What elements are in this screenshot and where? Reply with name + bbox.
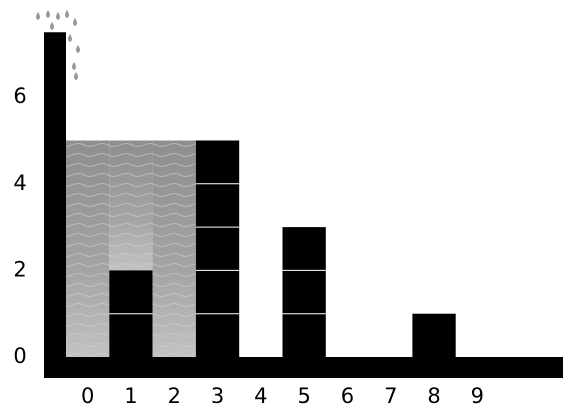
water-texture — [109, 141, 152, 271]
x-tick-label: 3 — [211, 384, 224, 408]
y-tick-label: 0 — [13, 344, 26, 368]
x-tick-label: 5 — [297, 384, 310, 408]
x-tick-label: 0 — [81, 384, 94, 408]
y-tick-label: 2 — [13, 257, 26, 281]
bar — [283, 227, 326, 357]
bar — [196, 141, 239, 358]
x-tick-label: 6 — [341, 384, 354, 408]
x-tick-label: 9 — [471, 384, 484, 408]
bar — [412, 314, 455, 357]
left-wall — [44, 32, 66, 378]
page: {"chart_data": {"type": "bar", "categori… — [0, 0, 563, 410]
y-tick-label: 4 — [13, 171, 26, 195]
x-tick-label: 2 — [168, 384, 181, 408]
ground — [44, 357, 563, 378]
water-texture — [66, 141, 109, 358]
x-tick-label: 8 — [427, 384, 440, 408]
chart: 0 2 4 6 0 1 2 3 4 5 6 7 8 9 — [0, 0, 563, 410]
x-tick-label: 1 — [124, 384, 137, 408]
water-texture — [153, 141, 196, 358]
y-tick-label: 6 — [13, 84, 26, 108]
x-tick-label: 4 — [254, 384, 267, 408]
x-tick-label: 7 — [384, 384, 397, 408]
